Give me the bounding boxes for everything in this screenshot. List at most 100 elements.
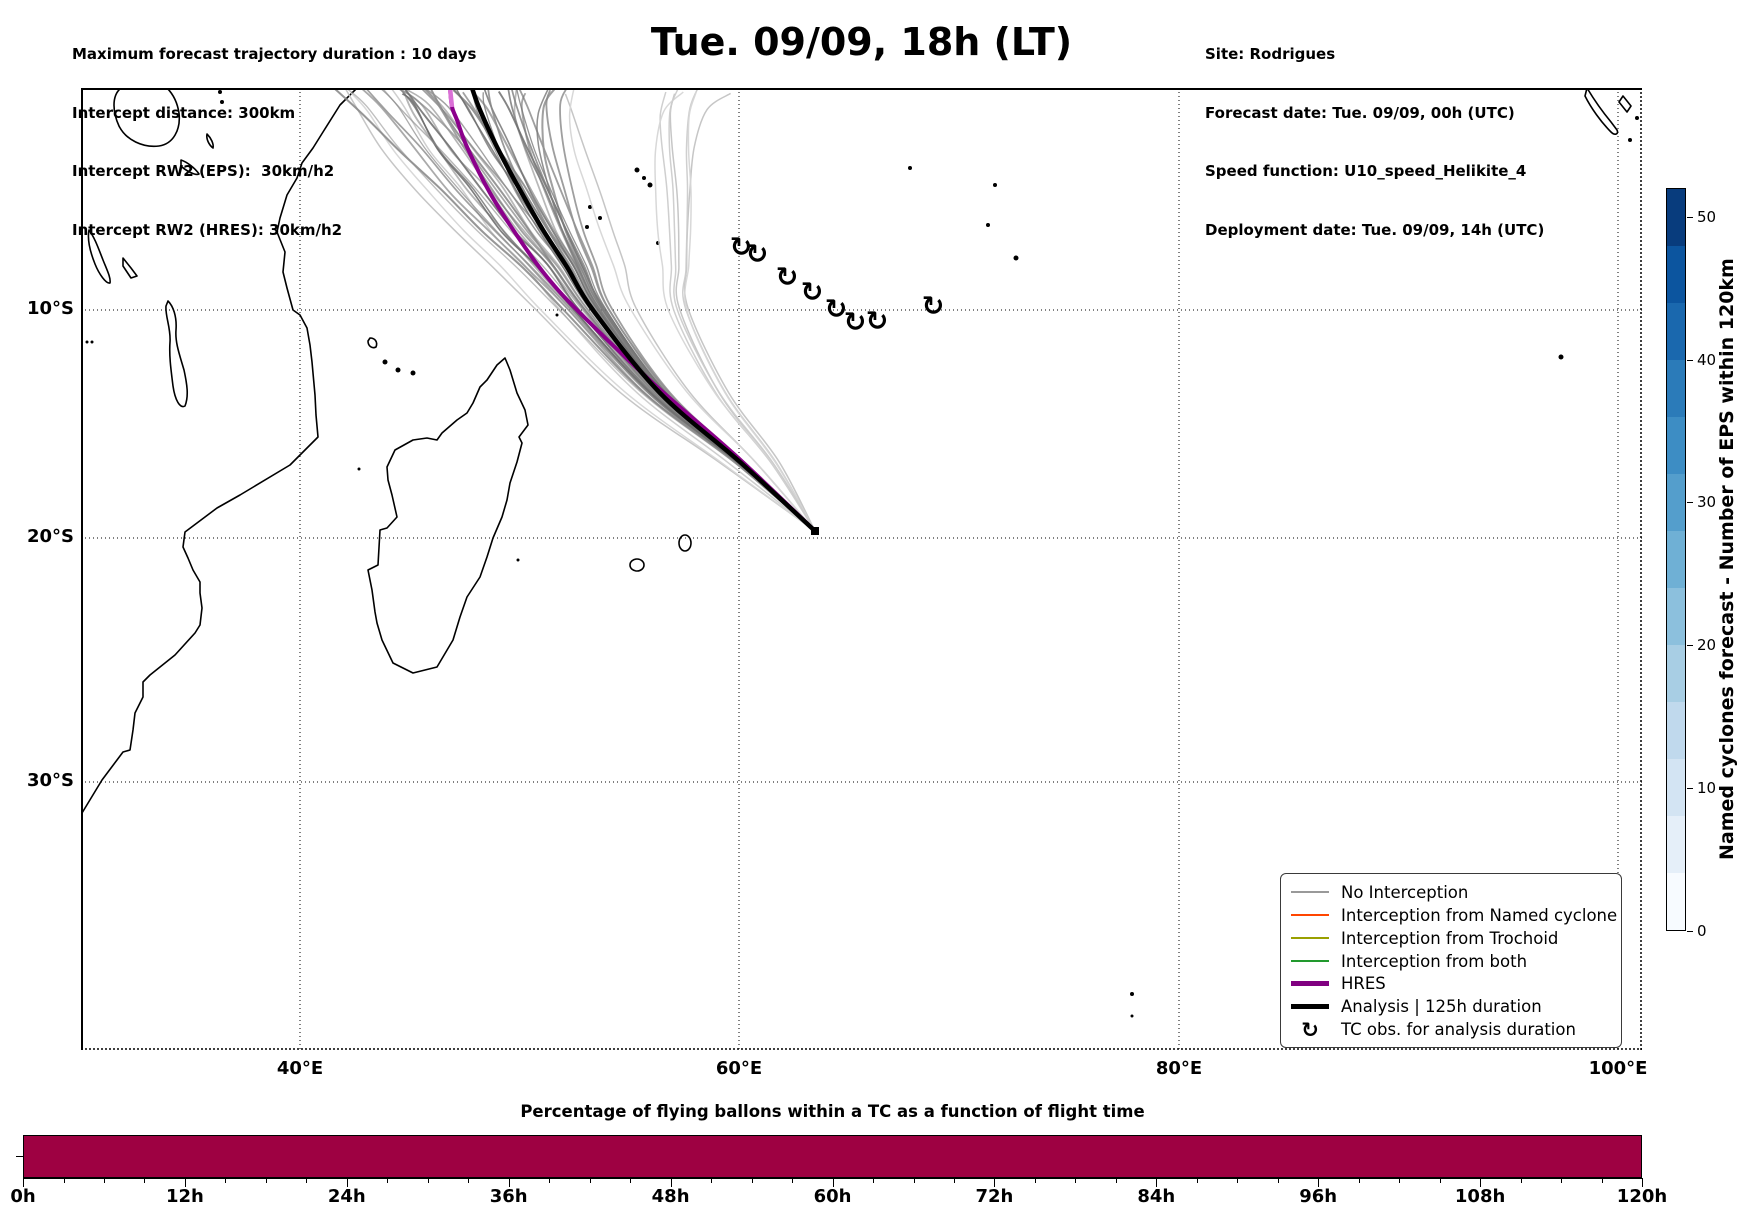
island-speck [218,90,222,94]
x-minor-tick [1439,1178,1441,1183]
island-speck [993,183,997,187]
trajectory-ensemble-member [473,92,816,532]
x-major-tick [23,1178,24,1187]
x-major-tick [1318,1178,1320,1187]
trajectory-ensemble-member-light [568,88,816,532]
figure-title: Tue. 09/09, 18h (LT) [650,20,1073,64]
colorbar-tick-mark [1687,502,1693,504]
x-minor-tick [873,1178,874,1183]
legend-line [1291,1004,1329,1010]
colorbar [1666,188,1686,931]
x-minor-tick [468,1178,470,1183]
trajectory-ensemble-member-light [668,88,816,532]
legend-line-swatch [1291,960,1329,962]
lake-malawi [165,300,189,408]
main-tracks-layer [447,88,819,535]
trajectory-ensemble-member [455,88,816,532]
x-tick-label: 96h [1299,1186,1338,1207]
legend-item-label: Analysis | 125h duration [1341,997,1542,1017]
trajectory-ensemble-member [471,88,816,532]
trajectory-ensemble-member-light [683,92,816,532]
lat-tick-label: 20°S [26,526,74,547]
colorbar-tick-mark [1687,645,1693,647]
lon-tick-label: 80°E [1155,1058,1203,1079]
island-speck [634,167,640,173]
island-pemba [180,159,200,176]
lon-tick-label: 100°E [1588,1058,1648,1079]
x-major-tick [994,1178,996,1187]
island-speck [1628,138,1632,142]
header-right-line: Forecast date: Tue. 09/09, 00h (UTC) [1205,103,1515,122]
grid-layer [81,88,1642,1050]
island-speck [1013,255,1019,261]
trajectory-ensemble-member [403,88,816,532]
island-zanzibar [206,133,214,149]
x-minor-tick [1115,1178,1117,1183]
legend-line [1291,914,1329,917]
legend-item-label: TC obs. for analysis duration [1341,1020,1576,1040]
legend-item-label: Interception from both [1341,951,1528,971]
lat-tick-label: 10°S [26,298,74,319]
legend-line [1291,960,1329,962]
colorbar-tick-label: 50 [1697,207,1717,226]
x-minor-tick [225,1178,227,1183]
x-minor-tick [1399,1178,1401,1183]
legend-row: HRES [1291,972,1615,995]
x-minor-tick [751,1178,753,1183]
tc-obs-layer: ↻↻↻ ↻↻↻ ↻ ↻ [730,232,945,338]
x-major-tick [1156,1178,1158,1187]
plot-frame-layer [81,88,1642,1050]
x-minor-tick [1561,1178,1562,1183]
colorbar-tick-mark [1687,216,1693,218]
header-left-line: Intercept RW2 (EPS): 30km/h2 [72,162,335,180]
x-tick-label: 0h [10,1186,36,1207]
x-major-tick [1642,1178,1643,1187]
colorbar-tick-label: 10 [1697,779,1717,798]
colorbar-tick-label: 40 [1697,350,1717,369]
x-minor-tick [1277,1178,1279,1183]
island-speck [357,467,361,471]
tc-obs-symbol: ↻ [866,306,889,337]
legend-row: Interception from Trochoid [1291,927,1615,950]
trajectory-ensemble-member [399,88,816,532]
x-major-tick [184,1178,186,1187]
trajectory-ensemble-member [399,88,816,532]
x-minor-tick [549,1178,551,1183]
tc-obs-symbol: ↻ [825,294,848,325]
lon-tick-label: 60°E [715,1058,763,1079]
x-tick-label: 36h [489,1186,528,1207]
x-major-tick [1480,1178,1482,1187]
colorbar-title: Named cyclones forecast - Number of EPS … [1716,258,1738,861]
x-minor-tick [387,1178,389,1183]
legend-line [1291,981,1329,987]
map-svg: ↻↻↻ ↻↻↻ ↻ ↻ [81,88,1642,1050]
legend-row: Interception from both [1291,950,1615,973]
trajectory-ensemble-member-light [344,88,816,532]
coastline-layer [81,88,1632,814]
island-speck [1130,992,1134,996]
colorbar-tick-mark [1687,788,1693,790]
x-major-tick [670,1178,672,1187]
lon-tick-label: 40°E [276,1058,324,1079]
island-speck [220,100,224,104]
trajectory-ensemble-member-light [684,91,816,532]
island-speck [585,225,589,229]
hres-track [448,88,817,533]
x-tick-label: 60h [813,1186,852,1207]
x-tick-label: 108h [1454,1186,1506,1207]
small-islands-layer [85,90,1639,1018]
island-speck [1635,116,1639,120]
tc-obs-symbol: ↻ [1301,1017,1319,1042]
header-left-line: Maximum forecast trajectory duration : 1… [72,45,477,63]
trajectory-ensemble-member [497,91,816,532]
colorbar-tick-mark [1687,931,1693,932]
tc-obs-symbol: ↻ [844,307,867,338]
trajectory-ensemble-member [401,93,816,532]
lake-victoria [113,88,181,148]
legend-item-label: Interception from Trochoid [1341,928,1559,948]
legend-line-swatch [1291,891,1329,894]
header-right-line: Speed function: U10_speed_Helikite_4 [1205,162,1527,180]
x-minor-tick [1237,1178,1239,1183]
legend-line-swatch [1291,981,1329,987]
